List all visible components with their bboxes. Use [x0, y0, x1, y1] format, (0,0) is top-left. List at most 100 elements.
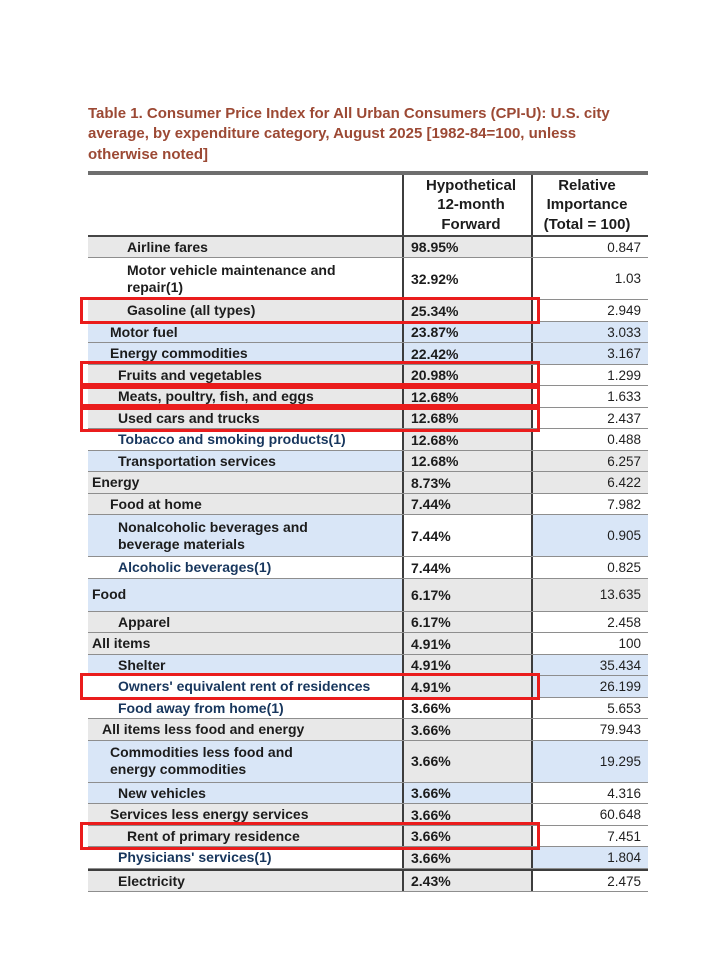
category-cell: Used cars and trucks	[88, 407, 402, 429]
category-label: Physicians' services(1)	[118, 849, 272, 866]
category-label: Fruits and vegetables	[118, 366, 262, 383]
column-header-importance: Relative Importance (Total = 100)	[543, 176, 631, 233]
category-cell: Commodities less food and energy commodi…	[88, 740, 402, 782]
forward-value-cell: 7.44%	[402, 515, 533, 557]
category-cell: Apparel	[88, 611, 402, 633]
category-cell: Rent of primary residence	[88, 825, 402, 847]
category-cell: New vehicles	[88, 782, 402, 804]
importance-value-cell: 4.316	[533, 782, 648, 804]
forward-value-cell: 4.91%	[402, 676, 533, 697]
table-row: Transportation services 12.68% 6.257	[88, 450, 648, 473]
forward-value-cell: 2.43%	[402, 870, 533, 892]
category-label: New vehicles	[118, 784, 206, 801]
category-cell: Energy commodities	[88, 343, 402, 364]
table-row: Tobacco and smoking products(1) 12.68% 0…	[88, 429, 648, 451]
importance-value-cell: 7.982	[533, 493, 648, 515]
forward-value: 12.68%	[411, 388, 459, 405]
forward-value-cell: 25.34%	[402, 300, 533, 321]
table-row: Physicians' services(1) 3.66% 1.804	[88, 847, 648, 869]
category-label: Motor vehicle maintenance and repair(1)	[127, 261, 336, 295]
importance-value: 13.635	[599, 587, 641, 603]
category-label: All items less food and energy	[102, 721, 305, 738]
forward-value-cell: 7.44%	[402, 557, 533, 578]
importance-value-cell: 5.653	[533, 697, 648, 719]
forward-value-cell: 12.68%	[402, 429, 533, 450]
category-cell: Gasoline (all types)	[88, 300, 402, 321]
category-cell: Services less energy services	[88, 804, 402, 825]
importance-value-cell: 1.03	[533, 258, 648, 300]
importance-value: 35.434	[599, 657, 641, 673]
importance-value: 1.804	[607, 850, 641, 865]
category-label: Nonalcoholic beverages and beverage mate…	[118, 518, 308, 552]
importance-value-cell: 19.295	[533, 740, 648, 782]
table-row: Alcoholic beverages(1) 7.44% 0.825	[88, 557, 648, 579]
category-cell: Energy	[88, 472, 402, 493]
importance-value-cell: 2.475	[533, 870, 648, 892]
category-label: Used cars and trucks	[118, 409, 260, 426]
title-rule	[88, 170, 648, 175]
importance-value-cell: 3.033	[533, 321, 648, 343]
importance-value-cell: 0.825	[533, 557, 648, 578]
category-cell: Food away from home(1)	[88, 697, 402, 719]
importance-value: 2.949	[607, 303, 641, 318]
importance-value-cell: 6.257	[533, 450, 648, 472]
importance-value-cell: 1.633	[533, 386, 648, 407]
importance-value-cell: 1.804	[533, 847, 648, 868]
forward-value-cell: 98.95%	[402, 236, 533, 258]
category-label: Tobacco and smoking products(1)	[118, 431, 346, 448]
forward-value: 3.66%	[411, 721, 451, 738]
importance-value: 60.648	[599, 807, 641, 822]
table-row: Services less energy services 3.66% 60.6…	[88, 804, 648, 826]
category-cell: Owners' equivalent rent of residences	[88, 676, 402, 697]
forward-value: 3.66%	[411, 849, 451, 866]
forward-value-cell: 12.68%	[402, 450, 533, 472]
forward-value: 25.34%	[411, 302, 459, 319]
importance-value-cell: 2.437	[533, 407, 648, 429]
table-row: Food at home 7.44% 7.982	[88, 493, 648, 516]
forward-value-cell: 23.87%	[402, 321, 533, 343]
table-row: Meats, poultry, fish, and eggs 12.68% 1.…	[80, 382, 648, 411]
category-cell: Fruits and vegetables	[88, 364, 402, 386]
forward-value-cell: 3.66%	[402, 719, 533, 740]
table-row: All items less food and energy 3.66% 79.…	[88, 719, 648, 741]
category-label: Shelter	[118, 656, 166, 673]
forward-value-cell: 12.68%	[402, 386, 533, 407]
importance-value: 7.982	[607, 496, 641, 512]
forward-value: 23.87%	[411, 324, 459, 340]
importance-value: 6.257	[607, 453, 641, 469]
forward-value: 98.95%	[411, 239, 459, 255]
forward-value: 12.68%	[411, 431, 459, 448]
table-row: Food away from home(1) 3.66% 5.653	[88, 697, 648, 720]
category-label: Energy	[92, 474, 140, 491]
importance-value-cell: 6.422	[533, 472, 648, 493]
importance-value: 4.316	[607, 785, 641, 801]
importance-value-cell: 100	[533, 633, 648, 654]
category-cell: Meats, poultry, fish, and eggs	[88, 386, 402, 407]
table-row: Rent of primary residence 3.66% 7.451	[80, 822, 648, 850]
category-label: Electricity	[118, 872, 185, 889]
forward-value-cell: 12.68%	[402, 407, 533, 429]
table-body: Airline fares 98.95% 0.847 Motor vehicle…	[80, 236, 648, 893]
importance-value: 5.653	[607, 700, 641, 716]
importance-value: 3.167	[607, 346, 641, 361]
category-label: Commodities less food and energy commodi…	[110, 744, 293, 778]
forward-value: 3.66%	[411, 753, 451, 770]
importance-value: 0.488	[607, 432, 641, 447]
forward-value: 20.98%	[411, 367, 459, 383]
importance-value: 0.905	[607, 528, 641, 544]
importance-value-cell: 26.199	[533, 676, 648, 697]
importance-value-cell: 7.451	[533, 825, 648, 847]
category-cell: Alcoholic beverages(1)	[88, 557, 402, 578]
table-row: Shelter 4.91% 35.434	[88, 654, 648, 677]
importance-value: 26.199	[599, 679, 641, 694]
forward-value: 7.44%	[411, 496, 451, 512]
category-label: All items	[92, 635, 151, 652]
category-cell: Food	[88, 578, 402, 611]
table-row: Fruits and vegetables 20.98% 1.299	[80, 361, 648, 389]
importance-value-cell: 1.299	[533, 364, 648, 386]
importance-value: 7.451	[607, 828, 641, 844]
category-label: Transportation services	[118, 452, 276, 469]
category-label: Apparel	[118, 613, 171, 630]
forward-value: 22.42%	[411, 345, 459, 362]
category-cell: Motor vehicle maintenance and repair(1)	[88, 258, 402, 300]
